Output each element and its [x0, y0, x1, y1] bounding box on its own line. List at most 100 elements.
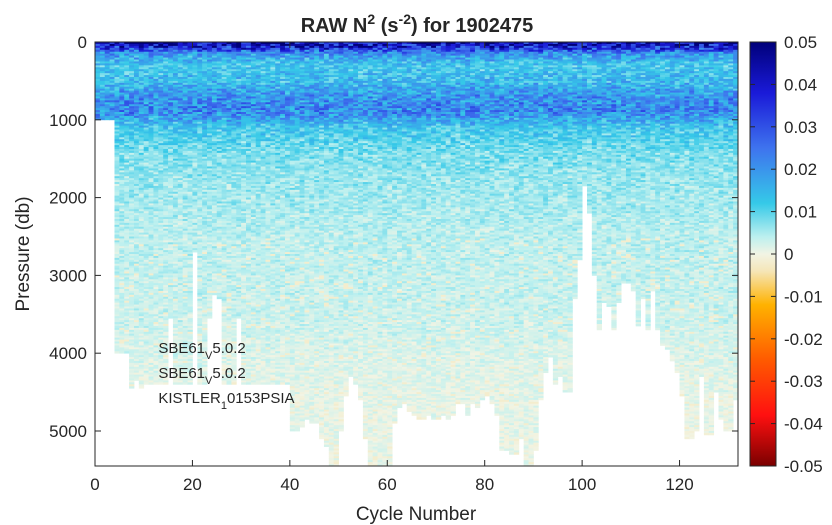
heatmap-cell — [143, 228, 149, 232]
heatmap-cell — [129, 129, 135, 132]
heatmap-cell — [172, 158, 179, 162]
heatmap-cell — [163, 57, 169, 60]
heatmap-cell — [124, 236, 130, 239]
heatmap-cell — [138, 195, 145, 198]
heatmap-cell — [202, 357, 208, 360]
heatmap-cell — [192, 150, 198, 154]
heatmap-cell — [231, 205, 237, 208]
heatmap-cell — [138, 141, 145, 144]
heatmap-cell — [207, 178, 213, 181]
heatmap-cell — [231, 250, 237, 253]
heatmap-cell — [114, 314, 120, 317]
heatmap-cell — [153, 86, 159, 90]
heatmap-cell — [197, 172, 203, 175]
heatmap-cell — [187, 125, 193, 128]
heatmap-cell — [211, 75, 218, 78]
heatmap-cell — [226, 353, 232, 356]
heatmap-cell — [207, 259, 213, 263]
heatmap-cell — [221, 324, 227, 327]
heatmap-cell — [119, 42, 125, 45]
heatmap-cell — [133, 197, 140, 200]
heatmap-cell — [231, 158, 237, 162]
heatmap-cell — [95, 104, 101, 107]
heatmap-cell — [172, 135, 179, 138]
heatmap-cell — [221, 218, 227, 222]
heatmap-cell — [119, 61, 125, 64]
heatmap-cell — [143, 164, 149, 167]
heatmap-cell — [168, 195, 174, 198]
heatmap-cell — [114, 152, 120, 156]
heatmap-cell — [163, 104, 169, 107]
heatmap-cell — [163, 292, 169, 296]
heatmap-cell — [202, 292, 208, 296]
heatmap-cell — [148, 285, 154, 288]
heatmap-cell — [216, 209, 223, 212]
heatmap-cell — [207, 53, 213, 57]
heatmap-cell — [143, 84, 149, 88]
heatmap-cell — [158, 376, 164, 379]
heatmap-cell — [207, 193, 213, 197]
heatmap-cell — [192, 191, 198, 195]
heatmap-cell — [197, 141, 203, 144]
heatmap-cell — [231, 183, 237, 187]
heatmap-cell — [182, 78, 188, 82]
heatmap-cell — [143, 73, 149, 76]
heatmap-cell — [211, 147, 218, 150]
heatmap-cell — [236, 108, 242, 111]
heatmap-cell — [138, 121, 145, 125]
heatmap-cell — [226, 209, 232, 212]
heatmap-cell — [182, 176, 188, 179]
heatmap-cell — [133, 100, 140, 103]
heatmap-cell — [197, 92, 203, 95]
heatmap-cell — [187, 331, 193, 335]
heatmap-cell — [143, 90, 149, 93]
heatmap-cell — [182, 141, 188, 144]
heatmap-cell — [95, 84, 101, 88]
heatmap-cell — [133, 283, 140, 286]
heatmap-cell — [211, 217, 218, 220]
heatmap-cell — [187, 141, 193, 144]
heatmap-cell — [138, 335, 145, 339]
heatmap-cell — [129, 189, 135, 193]
heatmap-cell — [133, 135, 140, 138]
heatmap-cell — [216, 263, 223, 267]
heatmap-cell — [104, 57, 111, 60]
heatmap-cell — [153, 45, 159, 49]
heatmap-cell — [211, 250, 218, 253]
heatmap-cell — [182, 189, 188, 193]
heatmap-cell — [231, 366, 237, 370]
heatmap-cell — [172, 55, 179, 58]
heatmap-cell — [143, 207, 149, 210]
heatmap-cell — [124, 339, 130, 342]
heatmap-cell — [177, 71, 184, 74]
heatmap-cell — [119, 244, 125, 247]
heatmap-cell — [226, 302, 232, 305]
heatmap-cell — [231, 178, 237, 181]
heatmap-cell — [133, 92, 140, 95]
heatmap-cell — [182, 374, 188, 377]
heatmap-cell — [221, 236, 227, 239]
heatmap-cell — [129, 306, 135, 309]
heatmap-cell — [177, 137, 184, 140]
heatmap-cell — [182, 287, 188, 290]
heatmap-cell — [168, 228, 174, 232]
heatmap-cell — [124, 156, 130, 160]
heatmap-cell — [124, 318, 130, 321]
heatmap-cell — [177, 250, 184, 253]
heatmap-cell — [158, 96, 164, 99]
heatmap-cell — [168, 123, 174, 127]
heatmap-cell — [211, 143, 218, 146]
heatmap-cell — [133, 75, 140, 78]
heatmap-cell — [119, 347, 125, 350]
heatmap-cell — [187, 254, 193, 257]
heatmap-cell — [138, 185, 145, 189]
heatmap-cell — [148, 364, 154, 368]
heatmap-cell — [168, 246, 174, 249]
heatmap-cell — [143, 250, 149, 253]
heatmap-cell — [221, 226, 227, 230]
heatmap-cell — [138, 215, 145, 218]
heatmap-cell — [153, 182, 159, 185]
heatmap-cell — [148, 380, 154, 383]
heatmap-cell — [192, 178, 198, 181]
heatmap-cell — [182, 45, 188, 49]
